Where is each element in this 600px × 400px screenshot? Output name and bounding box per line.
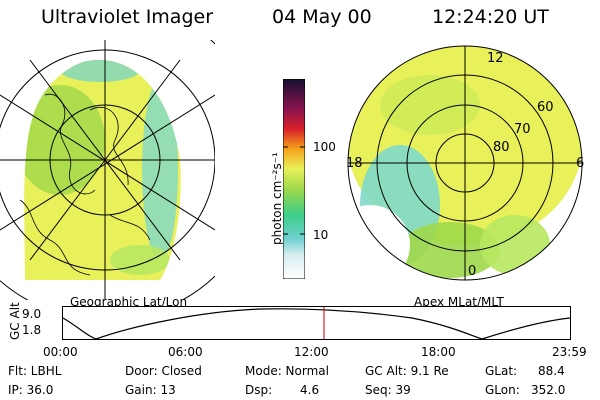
status-dsp-value: 4.6 [300,383,320,397]
altitude-plot [62,306,571,340]
status-glat-value: 88.4 [538,364,565,378]
status-seq: Seq: 39 [365,383,411,397]
mlt-label-12: 12 [487,51,504,66]
status-filter: Flt: LBHL [8,364,62,378]
altitude-xtick-2359: 23:59 [552,345,587,359]
altitude-ylabel: GC Alt [8,302,22,340]
lat-label-60: 60 [537,100,554,115]
status-ip: IP: 36.0 [8,383,54,397]
status-glon-value: 352.0 [531,383,566,397]
altitude-xtick-1200: 12:00 [294,345,329,359]
mlt-label-0: 0 [468,264,476,279]
geographic-map [0,40,215,300]
date-label: 04 May 00 [272,6,372,28]
status-glon-label: GLon: [485,383,520,397]
altitude-xtick-1800: 18:00 [421,345,456,359]
mlt-label-18: 18 [346,156,363,171]
altitude-ytick-1-8: 1.8 [22,323,42,337]
apex-polar-map: 12 18 6 0 60 70 80 [346,45,584,281]
colorbar-tick-10: 10 [313,228,329,242]
status-mode: Mode: Normal [245,364,329,378]
apex-map-caption: Apex MLat/MLT [414,295,504,309]
status-gc-alt: GC Alt: 9.1 Re [365,364,449,378]
colorbar-unit-label: photon cm⁻²s⁻¹ [270,152,284,245]
colorbar-tick-100: 100 [313,140,336,154]
lat-label-70: 70 [514,122,531,137]
altitude-ytick-9: 9.0 [22,307,42,321]
altitude-xtick-0600: 06:00 [168,345,203,359]
time-label: 12:24:20 UT [432,6,549,28]
lat-label-80: 80 [493,140,510,155]
geographic-map-caption: Geographic Lat/Lon [70,295,188,309]
instrument-title: Ultraviolet Imager [41,6,214,28]
altitude-xtick-0000: 00:00 [43,345,78,359]
status-gain: Gain: 13 [125,383,176,397]
mlt-label-6: 6 [576,156,584,171]
status-dsp-label: Dsp: [245,383,273,397]
status-door: Door: Closed [125,364,202,378]
status-glat-label: GLat: [485,364,518,378]
colorbar [283,79,305,279]
